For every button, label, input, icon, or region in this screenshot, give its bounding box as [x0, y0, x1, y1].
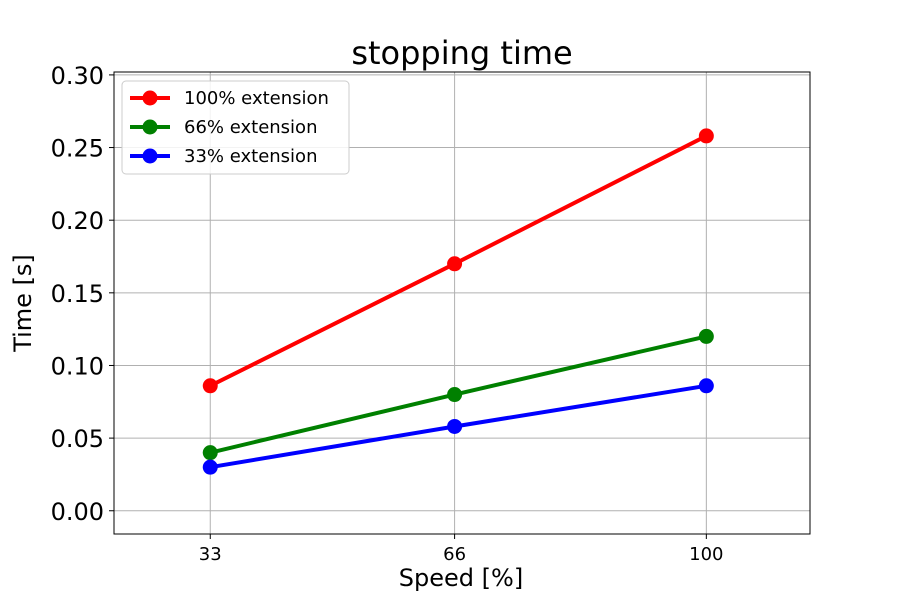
- data-point: [698, 378, 714, 394]
- legend-entry: 66% extension: [130, 117, 317, 138]
- legend-label: 100% extension: [184, 88, 329, 109]
- legend-label: 66% extension: [184, 117, 317, 138]
- series-2: [202, 378, 714, 475]
- y-tick-label: 0.30: [51, 62, 104, 90]
- x-tick-label: 33: [199, 544, 222, 565]
- legend-entry: 33% extension: [130, 146, 317, 167]
- data-point: [447, 387, 463, 403]
- legend-entry: 100% extension: [130, 88, 329, 109]
- data-point: [202, 459, 218, 475]
- legend-frame: [121, 80, 350, 175]
- x-axis-label: Speed [%]: [399, 564, 523, 592]
- data-point: [698, 328, 714, 344]
- legend-label: 33% extension: [184, 146, 317, 167]
- legend-swatch-marker: [142, 90, 158, 106]
- series-layer: [202, 128, 714, 475]
- plot-frame: [113, 71, 811, 535]
- x-tick-label: 66: [443, 544, 466, 565]
- x-axis-ticks: 33 66 100: [199, 534, 724, 565]
- x-tick-label: 100: [689, 544, 723, 565]
- y-tick-label: 0.05: [51, 425, 104, 453]
- y-tick-label: 0.20: [51, 207, 104, 235]
- data-point: [202, 445, 218, 461]
- legend: 100% extension 66% extension 33% extension: [121, 80, 350, 175]
- legend-swatch-marker: [142, 148, 158, 164]
- series-1: [202, 328, 714, 461]
- y-axis-label: Time [s]: [9, 254, 37, 353]
- data-point: [447, 418, 463, 434]
- y-tick-label: 0.10: [51, 352, 104, 380]
- y-tick-label: 0.15: [51, 280, 104, 308]
- series-0: [202, 128, 714, 394]
- data-point: [447, 256, 463, 272]
- y-axis-ticks: 0.00 0.05 0.10 0.15 0.20 0.25 0.30: [51, 62, 114, 526]
- data-point: [202, 378, 218, 394]
- y-tick-label: 0.25: [51, 135, 104, 163]
- legend-swatch-marker: [142, 119, 158, 135]
- y-tick-label: 0.00: [51, 498, 104, 526]
- data-point: [698, 128, 714, 144]
- chart-title: stopping time: [351, 34, 572, 72]
